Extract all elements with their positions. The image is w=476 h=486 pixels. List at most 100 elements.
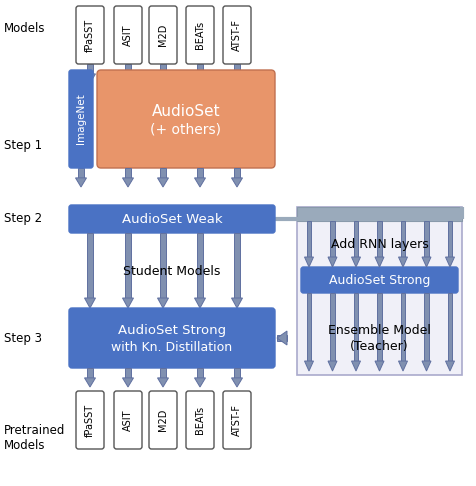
Polygon shape (446, 361, 455, 371)
FancyBboxPatch shape (76, 391, 104, 449)
Bar (297, 207, 462, 375)
Bar (87, 233, 93, 298)
Text: Step 3: Step 3 (4, 331, 42, 345)
Polygon shape (85, 378, 96, 387)
Polygon shape (122, 378, 133, 387)
Text: Add RNN layers: Add RNN layers (331, 238, 428, 250)
Text: Pretrained
Models: Pretrained Models (4, 424, 65, 452)
FancyBboxPatch shape (76, 6, 104, 64)
Text: with Kn. Distillation: with Kn. Distillation (111, 341, 233, 353)
Bar (307, 221, 311, 257)
Bar (160, 64, 166, 74)
Bar (125, 233, 131, 298)
FancyBboxPatch shape (301, 267, 458, 293)
Polygon shape (158, 178, 169, 187)
Text: fPaSST: fPaSST (85, 18, 95, 52)
Polygon shape (351, 361, 360, 371)
Polygon shape (85, 74, 96, 83)
Polygon shape (195, 378, 206, 387)
Bar (277, 335, 287, 341)
Polygon shape (398, 361, 407, 371)
Polygon shape (375, 361, 384, 371)
Bar (424, 221, 429, 257)
Text: ATST-F: ATST-F (232, 404, 242, 436)
FancyBboxPatch shape (97, 70, 275, 168)
Text: M2D: M2D (158, 409, 168, 431)
Polygon shape (195, 74, 206, 83)
Polygon shape (122, 74, 133, 83)
Bar (401, 293, 405, 361)
Bar (197, 233, 203, 298)
Polygon shape (446, 257, 455, 267)
Bar (448, 221, 452, 257)
Text: M2D: M2D (158, 24, 168, 46)
Bar (125, 368, 131, 378)
Bar (377, 293, 382, 361)
Polygon shape (422, 257, 431, 267)
Polygon shape (158, 74, 169, 83)
FancyBboxPatch shape (186, 391, 214, 449)
Bar (354, 293, 358, 361)
Bar (424, 293, 429, 361)
Polygon shape (351, 257, 360, 267)
Text: AudioSet: AudioSet (152, 104, 220, 119)
Polygon shape (122, 298, 133, 308)
Text: ASIT: ASIT (123, 24, 133, 46)
Bar (354, 221, 358, 257)
FancyBboxPatch shape (114, 391, 142, 449)
Bar (234, 368, 240, 378)
Polygon shape (305, 361, 314, 371)
Text: AudioSet Strong: AudioSet Strong (118, 324, 226, 336)
FancyBboxPatch shape (149, 6, 177, 64)
Polygon shape (328, 257, 337, 267)
FancyBboxPatch shape (223, 391, 251, 449)
Bar (87, 368, 93, 378)
FancyBboxPatch shape (186, 6, 214, 64)
Polygon shape (122, 178, 133, 187)
FancyBboxPatch shape (114, 6, 142, 64)
Bar (401, 221, 405, 257)
Bar (234, 233, 240, 298)
Text: (+ others): (+ others) (150, 122, 221, 136)
Text: Step 2: Step 2 (4, 211, 42, 225)
Polygon shape (231, 74, 242, 83)
Bar (87, 64, 93, 74)
Bar (125, 64, 131, 74)
Polygon shape (231, 298, 242, 308)
Text: ATST-F: ATST-F (232, 19, 242, 51)
FancyBboxPatch shape (69, 205, 275, 233)
FancyBboxPatch shape (69, 308, 275, 368)
Polygon shape (76, 178, 87, 187)
Polygon shape (328, 361, 337, 371)
Text: Student Models: Student Models (123, 264, 221, 278)
Polygon shape (422, 361, 431, 371)
Bar (197, 64, 203, 74)
Polygon shape (305, 257, 314, 267)
Text: Step 1: Step 1 (4, 139, 42, 152)
Polygon shape (195, 178, 206, 187)
Bar (234, 64, 240, 74)
Polygon shape (231, 378, 242, 387)
Bar (448, 293, 452, 361)
Bar (160, 168, 166, 178)
Polygon shape (195, 298, 206, 308)
Polygon shape (375, 257, 384, 267)
Polygon shape (277, 331, 287, 345)
Bar (160, 368, 166, 378)
Bar (197, 368, 203, 378)
Text: fPaSST: fPaSST (85, 403, 95, 436)
Text: Models: Models (4, 21, 46, 35)
Bar (125, 168, 131, 178)
Bar (330, 293, 335, 361)
Text: Ensemble Model: Ensemble Model (328, 324, 431, 336)
Bar (307, 293, 311, 361)
Text: (Teacher): (Teacher) (350, 340, 409, 352)
FancyBboxPatch shape (223, 6, 251, 64)
Polygon shape (231, 178, 242, 187)
Bar (377, 221, 382, 257)
Text: AudioSet Strong: AudioSet Strong (329, 274, 430, 287)
Bar (197, 168, 203, 178)
Text: ImageNet: ImageNet (76, 94, 86, 144)
Polygon shape (398, 257, 407, 267)
Polygon shape (158, 298, 169, 308)
